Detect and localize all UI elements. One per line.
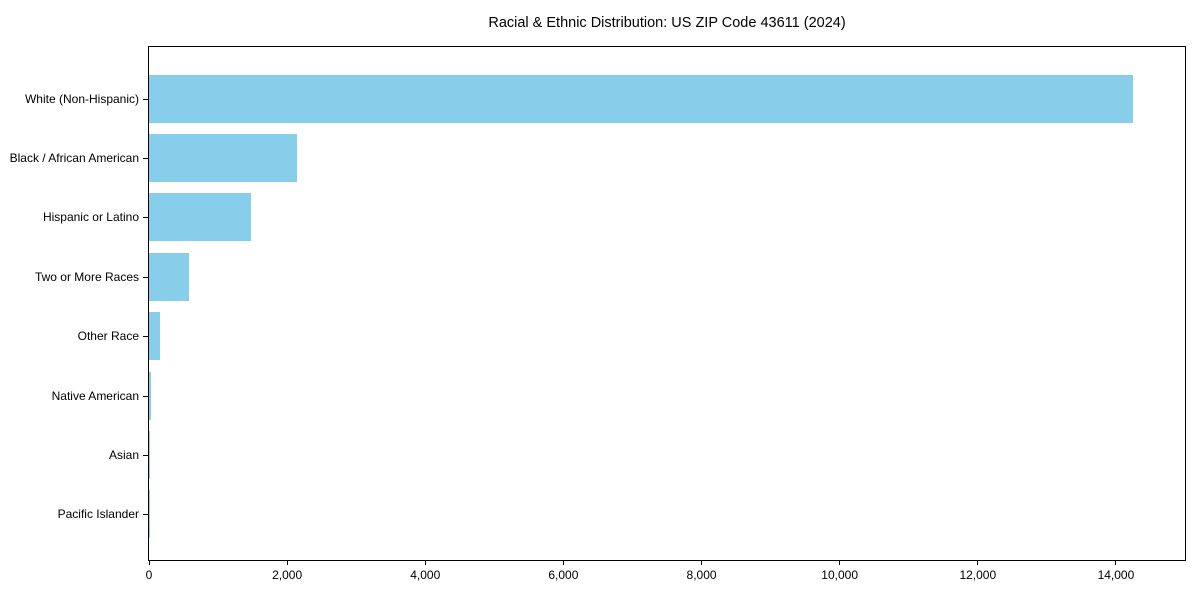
- x-tick-label: 12,000: [959, 568, 997, 582]
- x-tick-mark: [286, 560, 288, 565]
- x-tick-label: 10,000: [821, 568, 859, 582]
- x-tick-mark: [1115, 560, 1117, 565]
- x-tick-mark: [424, 560, 426, 565]
- bar-black-african-american: [149, 134, 297, 183]
- y-tick-mark: [143, 276, 148, 278]
- chart-title: Racial & Ethnic Distribution: US ZIP Cod…: [488, 15, 846, 31]
- bar-row-black-african-american: Black / African American: [10, 128, 1185, 187]
- y-tick-label-native-american: Native American: [51, 388, 139, 403]
- y-tick-label-asian: Asian: [108, 447, 139, 462]
- x-tick-mark: [839, 560, 841, 565]
- x-tick-mark: [701, 560, 703, 565]
- x-tick-label: 0: [145, 568, 153, 582]
- x-tick-label: 8,000: [686, 568, 717, 582]
- plot-area: White (Non-Hispanic) Black / African Amer…: [10, 46, 1186, 582]
- bar-native-american: [149, 371, 151, 420]
- x-tick-label: 2,000: [272, 568, 303, 582]
- bar-row-hispanic-or-latino: Hispanic or Latino: [43, 188, 1185, 247]
- y-tick-label-hispanic-or-latino: Hispanic or Latino: [42, 210, 139, 225]
- x-tick-mark: [148, 560, 150, 565]
- y-tick-mark: [143, 98, 148, 100]
- y-tick-label-pacific-islander: Pacific Islander: [57, 507, 139, 522]
- y-tick-label-black-african-american: Black / African American: [9, 151, 139, 166]
- bar-white-non-hispanic: [149, 74, 1133, 123]
- x-tick-label: 6,000: [548, 568, 579, 582]
- bar-asian: [149, 430, 150, 479]
- x-tick-label: 4,000: [410, 568, 441, 582]
- y-tick-mark: [143, 217, 148, 219]
- bar-row-other-race: Other Race: [78, 307, 1185, 366]
- y-tick-mark: [143, 336, 148, 338]
- bar-row-two-or-more-races: Two or More Races: [35, 247, 1185, 306]
- y-tick-mark: [143, 158, 148, 160]
- y-tick-mark: [143, 454, 148, 456]
- bar-two-or-more-races: [149, 252, 190, 301]
- bar-row-pacific-islander: Pacific Islander: [58, 485, 1185, 544]
- y-tick-label-other-race: Other Race: [77, 329, 139, 344]
- x-tick-label: 14,000: [1097, 568, 1135, 582]
- x-tick-mark: [562, 560, 564, 565]
- bar-row-white-non-hispanic: White (Non-Hispanic): [25, 69, 1185, 128]
- bar-hispanic-or-latino: [149, 193, 252, 242]
- y-tick-label-white-non-hispanic: White (Non-Hispanic): [24, 91, 139, 106]
- y-tick-mark: [143, 395, 148, 397]
- plot-rows: White (Non-Hispanic) Black / African Amer…: [10, 47, 1185, 560]
- bar-row-native-american: Native American: [52, 366, 1185, 425]
- bar-other-race: [149, 312, 160, 361]
- bar-row-asian: Asian: [109, 425, 1185, 484]
- y-tick-mark: [143, 514, 148, 516]
- x-tick-mark: [977, 560, 979, 565]
- x-axis: 0 2,000 4,000 6,000 8,000 10,000 12,000 14,000: [145, 560, 1185, 594]
- y-tick-label-two-or-more-races: Two or More Races: [34, 269, 139, 284]
